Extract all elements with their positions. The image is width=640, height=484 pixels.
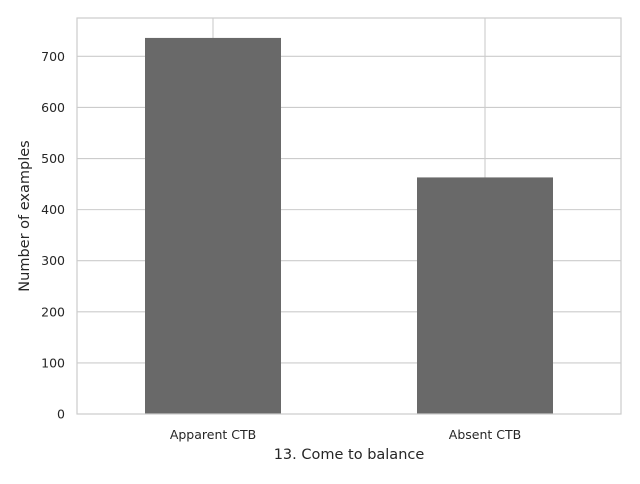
y-axis-label: Number of examples: [17, 140, 33, 291]
x-tick-label: Absent CTB: [449, 427, 521, 442]
y-tick-label: 0: [57, 407, 65, 422]
x-tick-label: Apparent CTB: [170, 427, 256, 442]
y-tick-label: 300: [41, 253, 65, 268]
y-tick-label: 700: [41, 49, 65, 64]
y-tick-label: 400: [41, 202, 65, 217]
axes-frame: [76, 17, 622, 415]
y-tick-label: 600: [41, 100, 65, 115]
y-tick-label: 500: [41, 151, 65, 166]
x-axis-label: 13. Come to balance: [274, 447, 425, 463]
y-tick-labels: 0 100 200 300 400 500 600 700: [41, 49, 65, 422]
y-tick-label: 100: [41, 355, 65, 370]
x-tick-labels: Apparent CTB Absent CTB: [170, 427, 521, 442]
bar-apparent-ctb: [145, 37, 281, 415]
y-tick-label: 200: [41, 304, 65, 319]
bars: [145, 37, 553, 415]
bar-absent-ctb: [417, 177, 553, 414]
